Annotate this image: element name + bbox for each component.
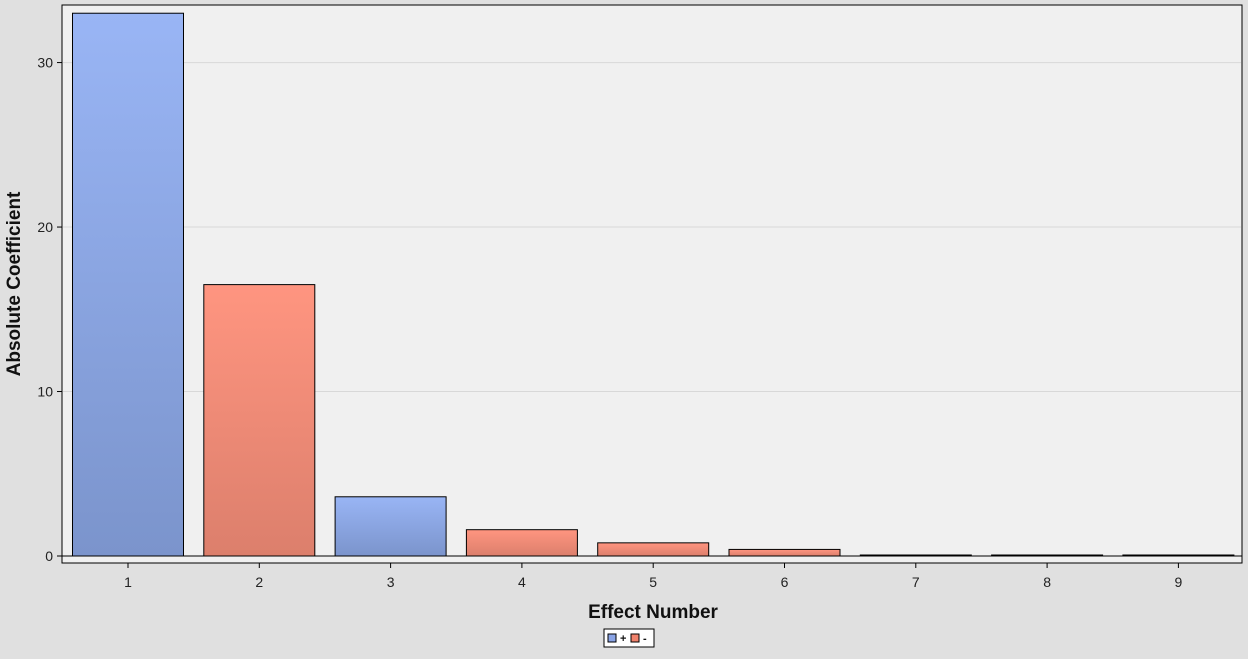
legend-label: - [643, 633, 647, 645]
x-tick-label: 1 [124, 574, 132, 590]
bar-1 [72, 12, 184, 557]
y-tick-label: 20 [37, 219, 53, 235]
x-axis: 1 2 3 4 5 6 7 8 9 [124, 563, 1183, 590]
x-tick-label: 3 [387, 574, 395, 590]
x-tick-label: 9 [1175, 574, 1183, 590]
x-tick-label: 6 [781, 574, 789, 590]
bars [72, 12, 1235, 557]
x-tick-label: 7 [912, 574, 920, 590]
y-axis-label: Absolute Coefficient [4, 191, 25, 376]
x-tick-label: 4 [518, 574, 526, 590]
x-axis-label: Effect Number [588, 602, 718, 623]
x-tick-label: 8 [1043, 574, 1051, 590]
y-axis: 0 10 20 30 [37, 55, 1242, 564]
y-tick-label: 30 [37, 55, 53, 71]
bar-5 [597, 542, 710, 557]
legend: + - [603, 628, 655, 648]
y-tick-label: 0 [45, 548, 53, 564]
bar-2 [203, 284, 316, 557]
bar-4 [465, 529, 578, 557]
legend-swatch [630, 633, 640, 643]
x-tick-label: 5 [649, 574, 657, 590]
legend-label: + [620, 633, 626, 645]
x-tick-label: 2 [255, 574, 263, 590]
bar-6 [728, 548, 841, 557]
bar-3 [334, 496, 447, 557]
legend-swatch [607, 633, 617, 643]
y-tick-label: 10 [37, 384, 53, 400]
